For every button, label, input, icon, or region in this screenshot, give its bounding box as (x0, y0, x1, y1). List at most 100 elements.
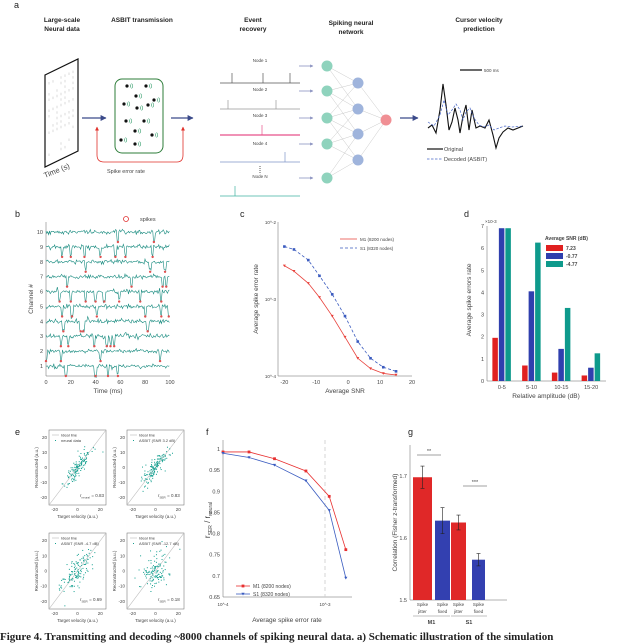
x-tick-label: 0 (347, 380, 350, 386)
scatter-point (87, 453, 89, 455)
scatter-point (69, 473, 71, 475)
scatter-point (156, 558, 158, 560)
scatter-point (164, 553, 166, 555)
signal-icon (128, 118, 133, 124)
spike-marker (62, 330, 65, 333)
scatter-point (159, 455, 161, 457)
scatter-point (79, 463, 81, 465)
scatter-point (68, 470, 70, 472)
data-point (369, 356, 372, 360)
scatter-point (157, 463, 159, 465)
title-cursor-2: prediction (463, 26, 494, 33)
legend-data: ASBIT (SNR -4.7 dB) (61, 541, 99, 546)
scatter-point (155, 465, 157, 467)
scatter-point (92, 556, 94, 558)
scatter-point (146, 481, 148, 483)
bar (535, 242, 541, 381)
bar (564, 307, 571, 381)
scatter-point (145, 577, 147, 579)
synapse (326, 133, 359, 179)
x-axis-label: Target velocity (a.u.) (57, 514, 98, 519)
y-tick-label: -20 (118, 495, 125, 500)
scatter-point (145, 575, 147, 577)
scatter-point (150, 479, 152, 481)
synapse (326, 82, 359, 119)
spike-marker (59, 359, 63, 363)
scatter-point (85, 568, 87, 570)
data-point (343, 335, 347, 339)
scatter-point (77, 564, 79, 566)
spike-marker (69, 255, 73, 259)
scatter-point (158, 581, 160, 583)
scatter-point (150, 590, 152, 592)
spike-error-label: Spike error rate (107, 169, 145, 175)
scatter-point (85, 462, 87, 464)
x-tick-label: -20 (51, 611, 58, 616)
scatter-point (87, 570, 89, 572)
scatter-point (73, 580, 75, 582)
hidden-neuron (352, 128, 364, 140)
spike-marker (67, 345, 70, 348)
x-axis-label: Average SNR (325, 388, 365, 395)
scatter-point (156, 464, 158, 466)
scatter-point (169, 454, 171, 456)
legend-swatch (546, 253, 563, 259)
scatter-point (158, 573, 160, 575)
signal-icon (150, 102, 155, 108)
scatter-point (156, 471, 158, 473)
title-data-1: Large-scale (44, 17, 81, 24)
y-tick-label: 7 (40, 275, 43, 281)
scatter-point (154, 459, 156, 461)
scatter-point (160, 579, 162, 581)
legend-spike-marker (123, 216, 129, 222)
group-label: S1 (466, 620, 473, 626)
scatter-point (156, 460, 158, 462)
y-tick-label: 0.9 (212, 489, 220, 495)
spike-marker (65, 285, 69, 288)
scatter-point (160, 457, 162, 459)
scatter-point (155, 582, 157, 584)
scatter-point (163, 577, 165, 579)
signal-icon (123, 137, 128, 143)
bar (435, 520, 450, 600)
scatter-point (161, 460, 163, 462)
scatter-point (61, 579, 63, 581)
scatter-point (83, 452, 85, 454)
panel-label-f: f (206, 427, 209, 437)
data-point (221, 452, 225, 455)
series-line (284, 265, 397, 376)
x-axis-label: Average spike error rate (252, 617, 322, 624)
scatter-point (94, 552, 96, 554)
scatter-point (75, 576, 77, 578)
y-tick-label: 7 (481, 224, 484, 230)
spike-marker (151, 255, 154, 259)
scatter-point (76, 562, 78, 564)
scatter-point (150, 576, 152, 578)
scatter-point (73, 563, 75, 565)
scatter-point (67, 484, 69, 486)
node-dot (135, 106, 139, 110)
neural-data-sheet (44, 58, 79, 168)
bar-label-1: Spike (417, 602, 429, 607)
y-tick-label: 10 (42, 450, 48, 455)
scatter-point (80, 452, 82, 454)
bar (522, 365, 528, 381)
scatter-point (60, 586, 62, 588)
scatter-point (152, 475, 154, 477)
scatter-point (69, 579, 71, 581)
hidden-neuron (352, 103, 364, 115)
x-tick-label: 15-20 (584, 385, 598, 391)
node-dot (150, 133, 154, 137)
x-tick-label: 80 (142, 380, 148, 386)
scatter-point (71, 481, 73, 483)
data-point (394, 373, 398, 377)
scatter-point (76, 562, 78, 564)
scatter-point (152, 578, 154, 580)
scatter-point (151, 474, 153, 476)
scatter-point (74, 568, 76, 570)
scatter-point (78, 475, 80, 477)
scatter-point (85, 562, 87, 564)
scatter-point (153, 466, 155, 468)
y-tick-label: 5 (40, 304, 43, 310)
data-point (327, 494, 331, 498)
